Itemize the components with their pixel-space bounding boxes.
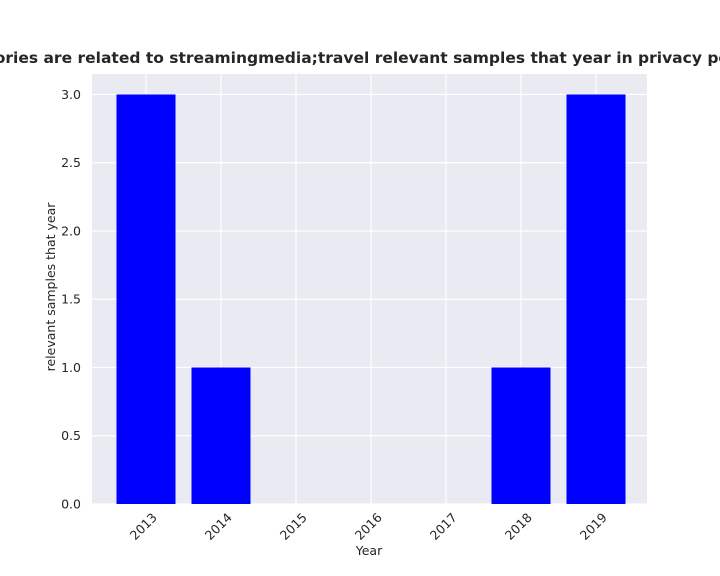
y-tick-label: 0.0 [61,497,81,512]
bars [116,94,626,504]
y-axis-ticks: 0.0 0.5 1.0 1.5 2.0 2.5 3.0 [61,87,81,512]
x-tick-label: 2017 [427,510,460,543]
x-tick-label: 2015 [277,510,310,543]
plot-area [92,74,647,504]
y-tick-label: 1.5 [61,292,81,307]
x-tick-label: 2016 [352,510,385,543]
x-axis-label: Year [355,543,383,558]
y-tick-label: 2.0 [61,223,81,238]
y-tick-label: 2.5 [61,155,81,170]
bar-2014 [191,367,251,504]
x-tick-label: 2018 [502,510,535,543]
y-tick-label: 0.5 [61,428,81,443]
x-tick-label: 2014 [202,510,235,543]
y-axis-label: relevant samples that year [43,202,58,372]
x-tick-label: 2019 [577,510,610,543]
bar-2018 [491,367,551,504]
chart-title: categories are related to streamingmedia… [0,49,720,67]
bar-2019 [566,94,626,504]
bar-2013 [116,94,176,504]
x-tick-label: 2013 [127,510,160,543]
x-axis-ticks: 2013 2014 2015 2016 2017 2018 2019 [127,510,610,543]
y-tick-label: 1.0 [61,360,81,375]
y-tick-label: 3.0 [61,87,81,102]
